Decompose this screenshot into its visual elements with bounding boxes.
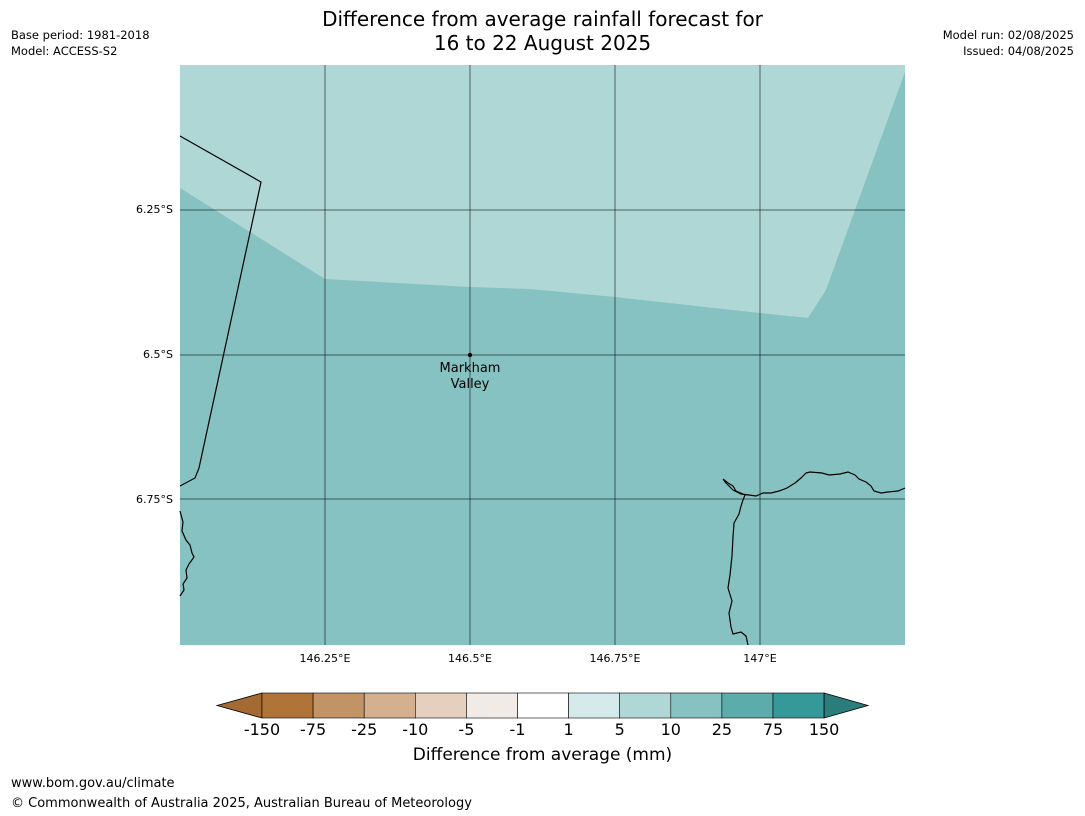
colorbar-swatch (619, 692, 672, 719)
region-5-10 (180, 65, 905, 318)
title-line-1: Difference from average rainfall forecas… (322, 7, 763, 31)
footer-copyright: © Commonwealth of Australia 2025, Austra… (11, 796, 472, 811)
colorbar (215, 692, 870, 719)
coastline-east (722, 471, 906, 646)
issued-date: Issued: 04/08/2025 (963, 44, 1074, 58)
colorbar-swatch (466, 692, 518, 719)
colorbar-tick-label: 1 (563, 720, 574, 739)
lon-label-147: 147°E (743, 652, 776, 665)
colorbar-tick-label: 150 (808, 720, 840, 739)
colorbar-swatch (261, 692, 314, 719)
colorbar-extend-high (823, 692, 870, 719)
model-run: Model run: 02/08/2025 (942, 28, 1074, 42)
colorbar-swatch (721, 692, 774, 719)
coastline-west (179, 510, 195, 597)
base-period: Base period: 1981-2018 (11, 28, 150, 42)
colorbar-title: Difference from average (mm) (412, 745, 673, 765)
model-name: Model: ACCESS-S2 (11, 44, 118, 58)
colorbar-swatch (414, 692, 467, 719)
lon-label-146-75: 146.75°E (590, 652, 641, 665)
colorbar-extend-low (215, 692, 263, 719)
colorbar-tick-label: 25 (711, 720, 733, 739)
lat-label-6-75: 6.75°S (136, 493, 173, 506)
colorbar-tick-label: -150 (243, 720, 281, 739)
province-border (179, 135, 262, 487)
colorbar-swatch (312, 692, 365, 719)
colorbar-tick-label: 75 (762, 720, 784, 739)
map-title: Difference from average rainfall forecas… (0, 7, 1085, 55)
colorbar-tick-label: 10 (660, 720, 681, 739)
colorbar-tick-label: -10 (402, 720, 429, 739)
place-marker-icon[interactable] (467, 352, 473, 358)
run-info: Model run: 02/08/2025 Issued: 04/08/2025 (943, 27, 1074, 59)
footer-url[interactable]: www.bom.gov.au/climate (11, 776, 175, 791)
colorbar-tick-label: -75 (300, 720, 327, 739)
colorbar-tick-label: -5 (458, 720, 475, 739)
place-label-line-1: Markham (440, 361, 501, 376)
colorbar-tick-label: 5 (614, 720, 625, 739)
colorbar-swatch (363, 692, 416, 719)
colorbar-tick-label: -1 (509, 720, 526, 739)
lon-label-146-25: 146.25°E (300, 652, 351, 665)
colorbar-swatch (517, 692, 569, 719)
lon-label-146-5: 146.5°E (448, 652, 492, 665)
colorbar-swatch (670, 692, 723, 719)
place-label-line-2: Valley (451, 377, 490, 392)
title-line-2: 16 to 22 August 2025 (433, 31, 652, 55)
lat-label-6-5: 6.5°S (143, 348, 173, 361)
lat-label-6-25: 6.25°S (136, 203, 173, 216)
base-info: Base period: 1981-2018 Model: ACCESS-S2 (11, 27, 150, 59)
colorbar-swatch (568, 692, 620, 719)
colorbar-tick-label: -25 (351, 720, 378, 739)
colorbar-swatch (772, 692, 825, 719)
